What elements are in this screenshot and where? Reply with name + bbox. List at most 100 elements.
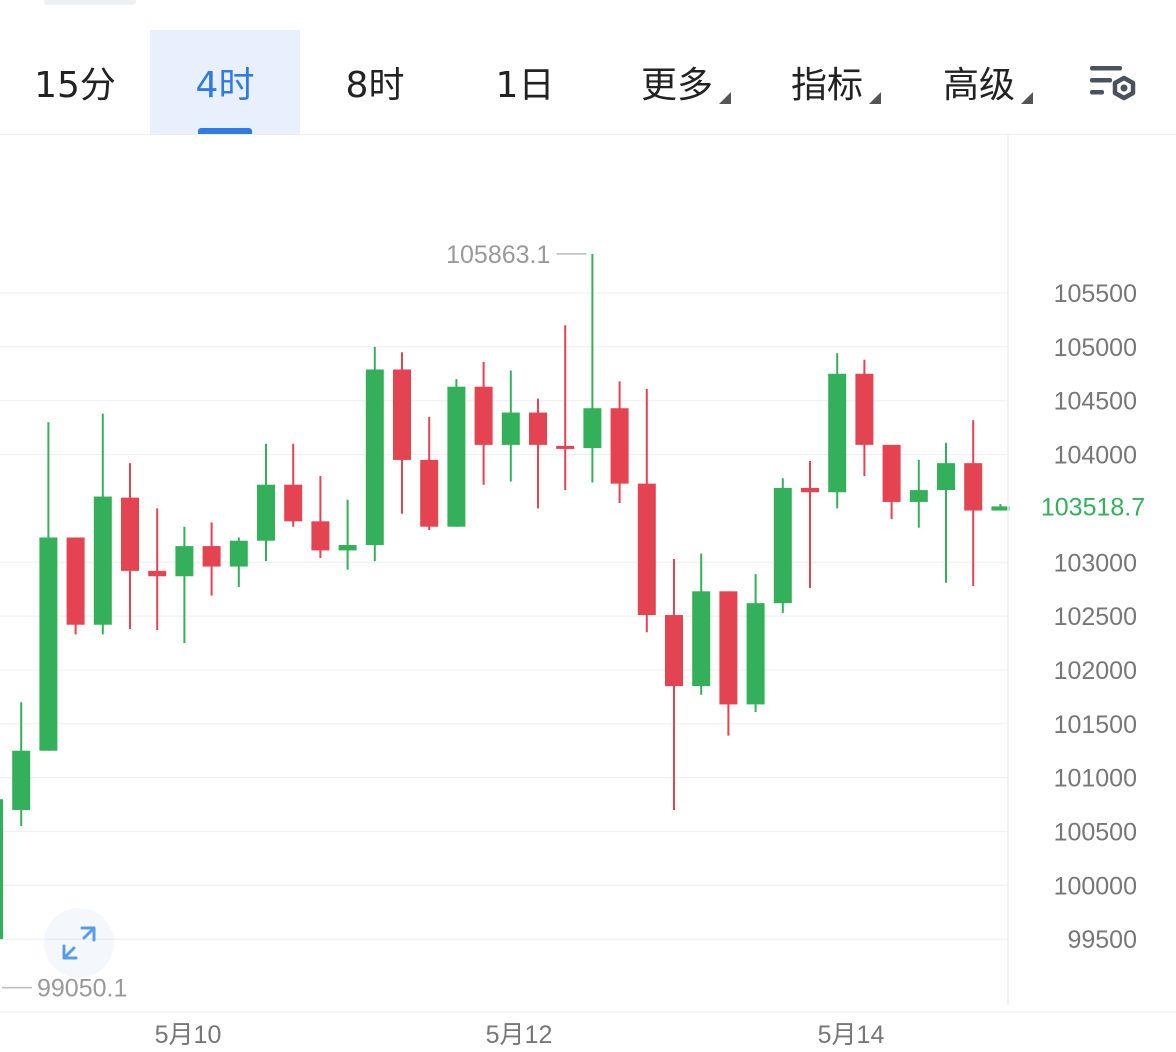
expand-arrows-icon	[62, 926, 96, 960]
candle	[93, 413, 112, 635]
candle-body	[909, 490, 928, 502]
y-tick-label: 105000	[1054, 334, 1137, 362]
active-tab-indicator	[198, 128, 252, 134]
candle-body	[148, 570, 167, 577]
candle-body	[801, 487, 819, 493]
y-tick-label: 102500	[1054, 603, 1137, 631]
y-tick-label: 103000	[1054, 549, 1137, 577]
x-tick-label: 5月12	[486, 1021, 553, 1049]
candle	[365, 346, 384, 562]
candle-body	[746, 603, 765, 705]
candle	[0, 799, 3, 940]
candle-body	[501, 412, 520, 445]
candle	[855, 359, 874, 477]
x-tick-label: 5月10	[155, 1021, 222, 1049]
candle	[474, 361, 493, 485]
candlestick-chart[interactable]: 105500 105000 104500 104000 103000 102500 1020…	[0, 135, 1176, 1052]
candle	[66, 537, 85, 635]
candle	[311, 476, 330, 558]
top-tab-stub	[44, 0, 136, 5]
candle	[501, 370, 520, 482]
tab-indicators[interactable]: 指标	[752, 30, 902, 134]
dropdown-caret-icon	[719, 92, 731, 104]
candle-body	[447, 386, 466, 527]
candle	[420, 416, 439, 530]
candle-body	[882, 444, 901, 502]
candle	[175, 526, 194, 644]
candle	[746, 574, 765, 712]
tab-8h[interactable]: 8时	[300, 30, 450, 134]
candle-body	[93, 496, 112, 625]
y-tick-label: 104500	[1054, 388, 1137, 416]
candle-body	[257, 484, 275, 541]
candle	[393, 352, 411, 514]
tab-4h[interactable]: 4时	[150, 30, 300, 134]
tab-1d-label: 1日	[495, 65, 555, 106]
candle	[583, 253, 602, 483]
candle-body	[39, 537, 58, 751]
tab-1d[interactable]: 1日	[450, 30, 600, 134]
candle-body	[556, 445, 575, 449]
candle-body	[66, 537, 85, 625]
candle-body	[529, 412, 547, 445]
candle	[719, 591, 738, 736]
candle	[257, 443, 275, 562]
candle-body	[121, 497, 139, 571]
candle-body	[393, 369, 411, 460]
candle	[529, 398, 547, 509]
candle	[148, 508, 167, 631]
candle-body	[338, 545, 357, 551]
y-tick-label: 99500	[1067, 926, 1137, 954]
interval-toolbar: 15分 4时 8时 1日 更多 指标 高级	[0, 30, 1176, 134]
candle	[121, 463, 139, 630]
dropdown-caret-icon	[1021, 92, 1033, 104]
candle-body	[665, 615, 683, 687]
candle-body	[12, 750, 31, 810]
candle-body	[773, 487, 792, 604]
candle	[12, 702, 31, 827]
y-tick-label: 100000	[1054, 872, 1137, 900]
tab-15min-label: 15分	[34, 65, 116, 106]
tab-4h-label: 4时	[195, 65, 255, 106]
candle-body	[719, 591, 738, 705]
candle	[39, 422, 58, 751]
candle	[229, 537, 248, 588]
candle	[773, 478, 792, 613]
candle	[202, 522, 221, 596]
tab-15min[interactable]: 15分	[0, 30, 150, 134]
y-tick-label: 101000	[1054, 765, 1137, 793]
candle-body	[365, 369, 384, 546]
y-tick-label: 102000	[1054, 657, 1137, 685]
candle-body	[202, 546, 221, 567]
candle-body	[420, 459, 439, 527]
tab-indicators-label: 指标	[790, 65, 863, 106]
candle-body	[474, 386, 493, 445]
candle	[909, 459, 928, 528]
tab-advanced[interactable]: 高级	[904, 30, 1054, 134]
tab-more[interactable]: 更多	[602, 30, 752, 134]
candle-body	[0, 799, 3, 940]
candle-body	[284, 484, 303, 522]
last-price-label: 103518.7	[1041, 493, 1145, 521]
y-tick-label: 101500	[1054, 711, 1137, 739]
candle	[991, 504, 1010, 511]
chart-settings-button[interactable]	[1086, 60, 1142, 110]
tab-8h-label: 8时	[345, 65, 405, 106]
candle	[610, 381, 629, 504]
tab-advanced-label: 高级	[942, 65, 1015, 106]
axis-layer: 105500 105000 104500 104000 103000 102500 1020…	[155, 280, 1137, 1049]
candle-layer	[0, 253, 1010, 940]
candle-body	[637, 483, 656, 616]
candle-body	[692, 591, 711, 687]
candle	[637, 388, 656, 633]
tab-more-label: 更多	[640, 65, 713, 106]
y-tick-label: 105500	[1054, 280, 1137, 308]
candle	[937, 442, 955, 583]
expand-chart-button[interactable]	[44, 908, 114, 978]
candle-body	[610, 408, 629, 484]
candle	[447, 379, 466, 527]
candle	[964, 420, 983, 586]
candle	[692, 553, 711, 695]
candle-body	[229, 540, 248, 567]
candle-body	[937, 463, 955, 491]
